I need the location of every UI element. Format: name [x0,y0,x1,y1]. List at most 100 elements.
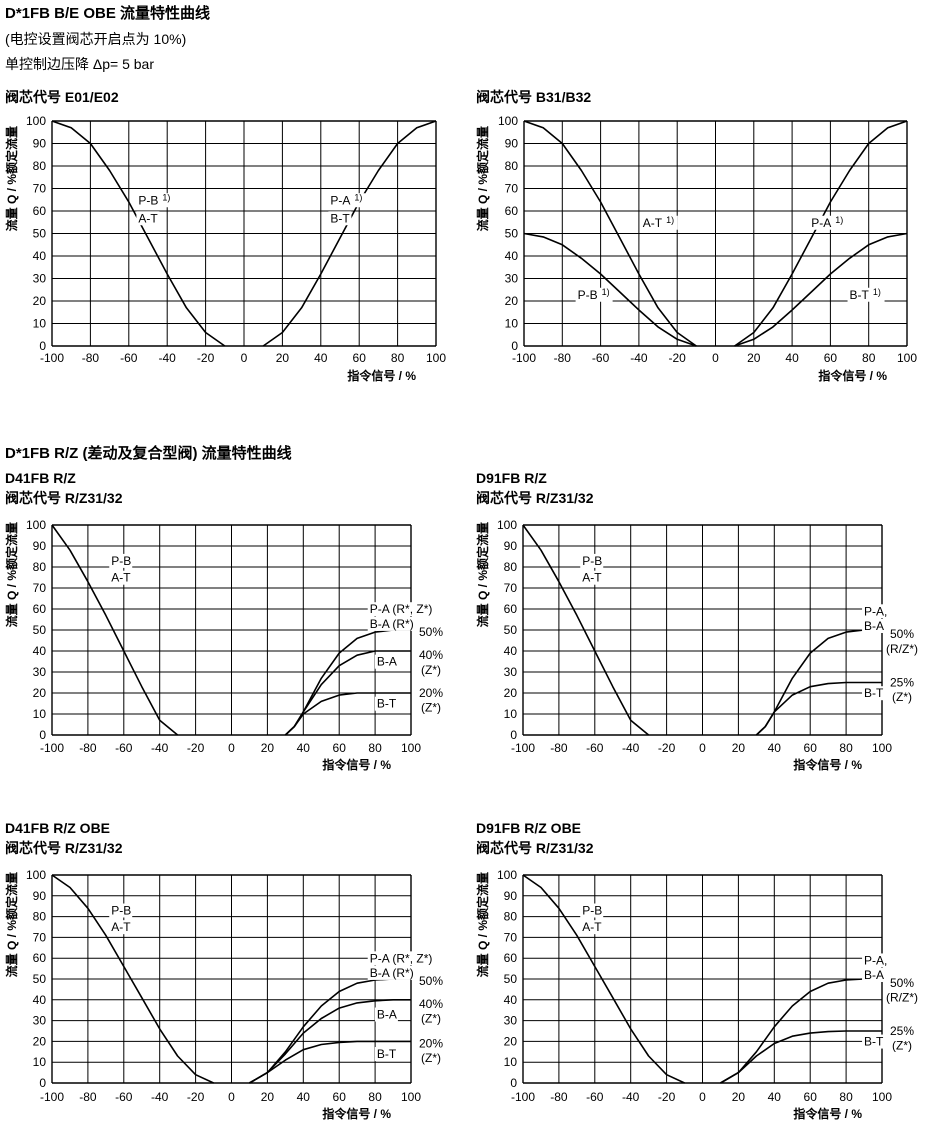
y-tick-label: 70 [33,182,47,196]
y-tick-label: 30 [33,1014,47,1028]
y-tick-label: 10 [504,1055,518,1069]
side-label: 20% [419,686,443,700]
y-tick-label: 90 [504,539,518,553]
y-tick-label: 30 [504,1014,518,1028]
x-tick-label: 0 [699,741,706,755]
y-tick-label: 10 [505,317,519,331]
x-tick-label: -20 [658,1090,676,1104]
y-tick-label: 100 [26,518,46,532]
y-tick-label: 20 [33,294,47,308]
curve-label: B-A (R*) [370,617,414,631]
section1-note: (电控设置阀芯开启点为 10%) [5,31,187,47]
side-label: 50% [419,625,443,639]
curve-label-footnote: 1) [602,287,610,297]
x-tick-label: 60 [804,741,818,755]
y-tick-label: 100 [497,518,517,532]
side-label: (R/Z*) [886,991,918,1005]
x-axis-label: 指令信号 / % [322,1106,391,1121]
series-line [51,524,179,736]
x-axis-label: 指令信号 / % [793,757,862,772]
curve-label-bg [367,965,426,980]
y-tick-label: 90 [33,137,47,151]
side-label: 40% [419,648,443,662]
curve-label: B-A [864,619,884,633]
y-tick-label: 90 [33,889,47,903]
y-tick-label: 20 [505,294,519,308]
curve-label: B-A [377,655,397,669]
x-tick-label: -60 [586,1090,604,1104]
y-tick-label: 60 [505,204,519,218]
x-tick-label: -100 [40,1090,64,1104]
y-tick-label: 10 [33,317,47,331]
curve-label: P-A (R*, Z*) [370,602,433,616]
x-tick-label: 20 [732,741,746,755]
x-tick-label: 40 [314,351,328,365]
curve-label: A-T [138,211,158,225]
x-tick-label: 0 [228,1090,235,1104]
curve-label-footnote: 1) [354,192,362,202]
x-axis-label: 指令信号 / % [322,757,391,772]
y-tick-label: 50 [33,623,47,637]
curve-label: A-T [582,920,602,934]
series-line [249,999,411,1084]
side-label: (Z*) [421,701,441,715]
y-tick-label: 90 [504,889,518,903]
x-tick-label: 100 [401,1090,421,1104]
x-tick-label: 0 [241,351,248,365]
x-tick-label: -80 [550,1090,568,1104]
curve-label-bg [640,215,678,230]
x-tick-label: -100 [512,351,536,365]
x-axis-label: 指令信号 / % [818,368,887,383]
chart2-title: D41FB R/Z [5,470,76,486]
y-tick-label: 80 [33,910,47,924]
curve-label-bg [862,968,886,982]
y-tick-label: 50 [33,227,47,241]
chart4-header: 阀芯代号 R/Z31/32 [5,840,123,856]
y-tick-label: 0 [39,1076,46,1090]
y-tick-label: 10 [33,707,47,721]
curve-label-bg [862,1034,886,1049]
section2-title: D*1FB R/Z (差动及复合型阀) 流量特性曲线 [5,445,292,462]
x-tick-label: -60 [586,741,604,755]
y-tick-label: 60 [504,951,518,965]
y-tick-label: 60 [33,204,47,218]
curve-label: B-T [864,1035,884,1049]
x-tick-label: -60 [120,351,138,365]
x-tick-label: -40 [622,741,640,755]
x-tick-label: -100 [511,741,535,755]
x-tick-label: 60 [333,1090,347,1104]
x-tick-label: -20 [658,741,676,755]
curve-label-bg [862,619,886,633]
y-tick-label: 70 [505,182,519,196]
x-axis-label: 指令信号 / % [793,1106,862,1121]
x-axis-label: 指令信号 / % [347,368,416,383]
curve-label: P-A (R*, Z*) [370,951,433,965]
y-tick-label: 100 [26,114,46,128]
x-tick-label: -20 [187,741,205,755]
y-tick-label: 30 [33,665,47,679]
chart2-header: 阀芯代号 R/Z31/32 [5,490,123,506]
curve-label: B-A [864,968,884,982]
x-tick-label: -40 [630,351,648,365]
y-tick-label: 70 [33,930,47,944]
x-tick-label: 100 [426,351,446,365]
x-tick-label: -100 [40,351,64,365]
y-tick-label: 10 [504,707,518,721]
y-tick-label: 50 [504,623,518,637]
curve-label: B-A [377,1008,397,1022]
y-tick-label: 20 [504,686,518,700]
chart5-header: 阀芯代号 R/Z31/32 [476,840,594,856]
y-tick-label: 40 [33,644,47,658]
y-tick-label: 70 [504,930,518,944]
series-line [523,120,697,347]
chart-d91fb-rz-obe: 0 10 20 30 40 50 60 70 80 90 100 -100 -80 -60 -40 -20 0 2… [475,868,918,1121]
y-tick-label: 90 [505,137,519,151]
side-label: (Z*) [892,690,912,704]
curve-label: P-B [582,554,602,568]
curve-label-bg [374,654,398,669]
x-tick-label: 100 [401,741,421,755]
curve-label-bg [374,1047,398,1062]
x-tick-label: 100 [872,1090,892,1104]
curve-label: P-A, [864,953,887,967]
chart-d91fb-rz: 0 10 20 30 40 50 60 70 80 90 100 -100 -80 -60 -40 -20 0 2… [475,518,918,772]
